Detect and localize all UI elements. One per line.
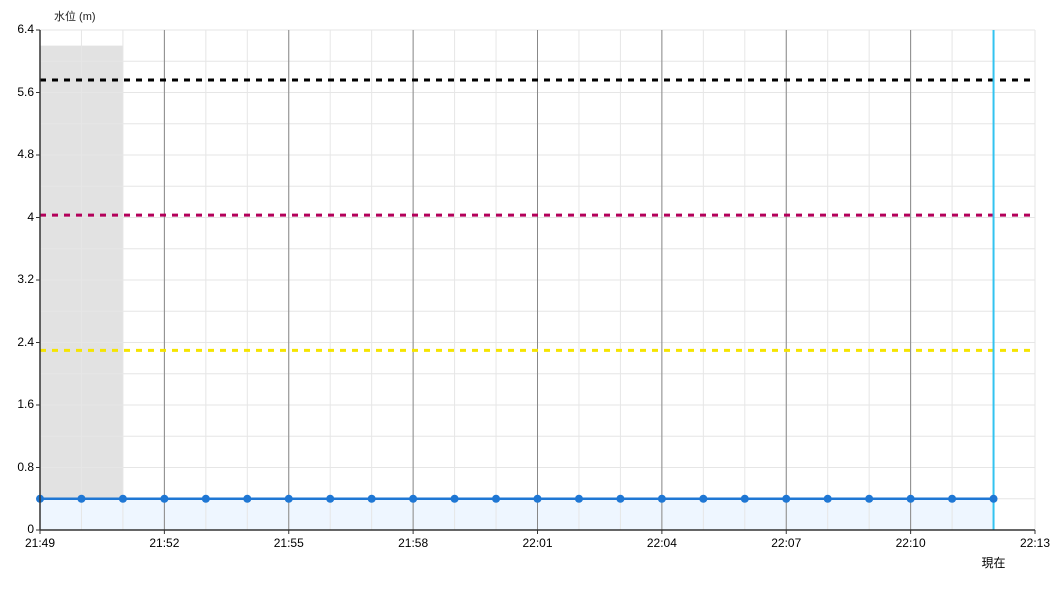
water-level-chart: 水位 (m) 0 0.8 1.6 2.4 3.2 4 4.8 5.6 6.4 21:49 21:5… — [0, 0, 1050, 600]
x-tick-label: 21:55 — [274, 536, 304, 550]
x-tick-label: 22:01 — [522, 536, 552, 550]
x-tick-label: 21:49 — [25, 536, 55, 550]
x-tick-label: 22:04 — [647, 536, 677, 550]
y-tick-label: 4.8 — [0, 147, 34, 161]
x-tick-label: 21:58 — [398, 536, 428, 550]
y-tick-label: 5.6 — [0, 85, 34, 99]
y-tick-label: 4 — [0, 210, 34, 224]
y-tick-label: 6.4 — [0, 22, 34, 36]
y-axis-title: 水位 (m) — [54, 8, 96, 24]
y-tick-label: 3.2 — [0, 272, 34, 286]
y-tick-label: 0.8 — [0, 460, 34, 474]
x-tick-label: 22:10 — [896, 536, 926, 550]
current-time-label: 現在 — [982, 554, 1006, 571]
y-tick-label: 1.6 — [0, 397, 34, 411]
x-tick-label: 21:52 — [149, 536, 179, 550]
x-tick-label: 22:13 — [1020, 536, 1050, 550]
y-tick-label: 2.4 — [0, 335, 34, 349]
chart-svg — [0, 0, 1050, 600]
x-tick-label: 22:07 — [771, 536, 801, 550]
y-tick-label: 0 — [0, 522, 34, 536]
